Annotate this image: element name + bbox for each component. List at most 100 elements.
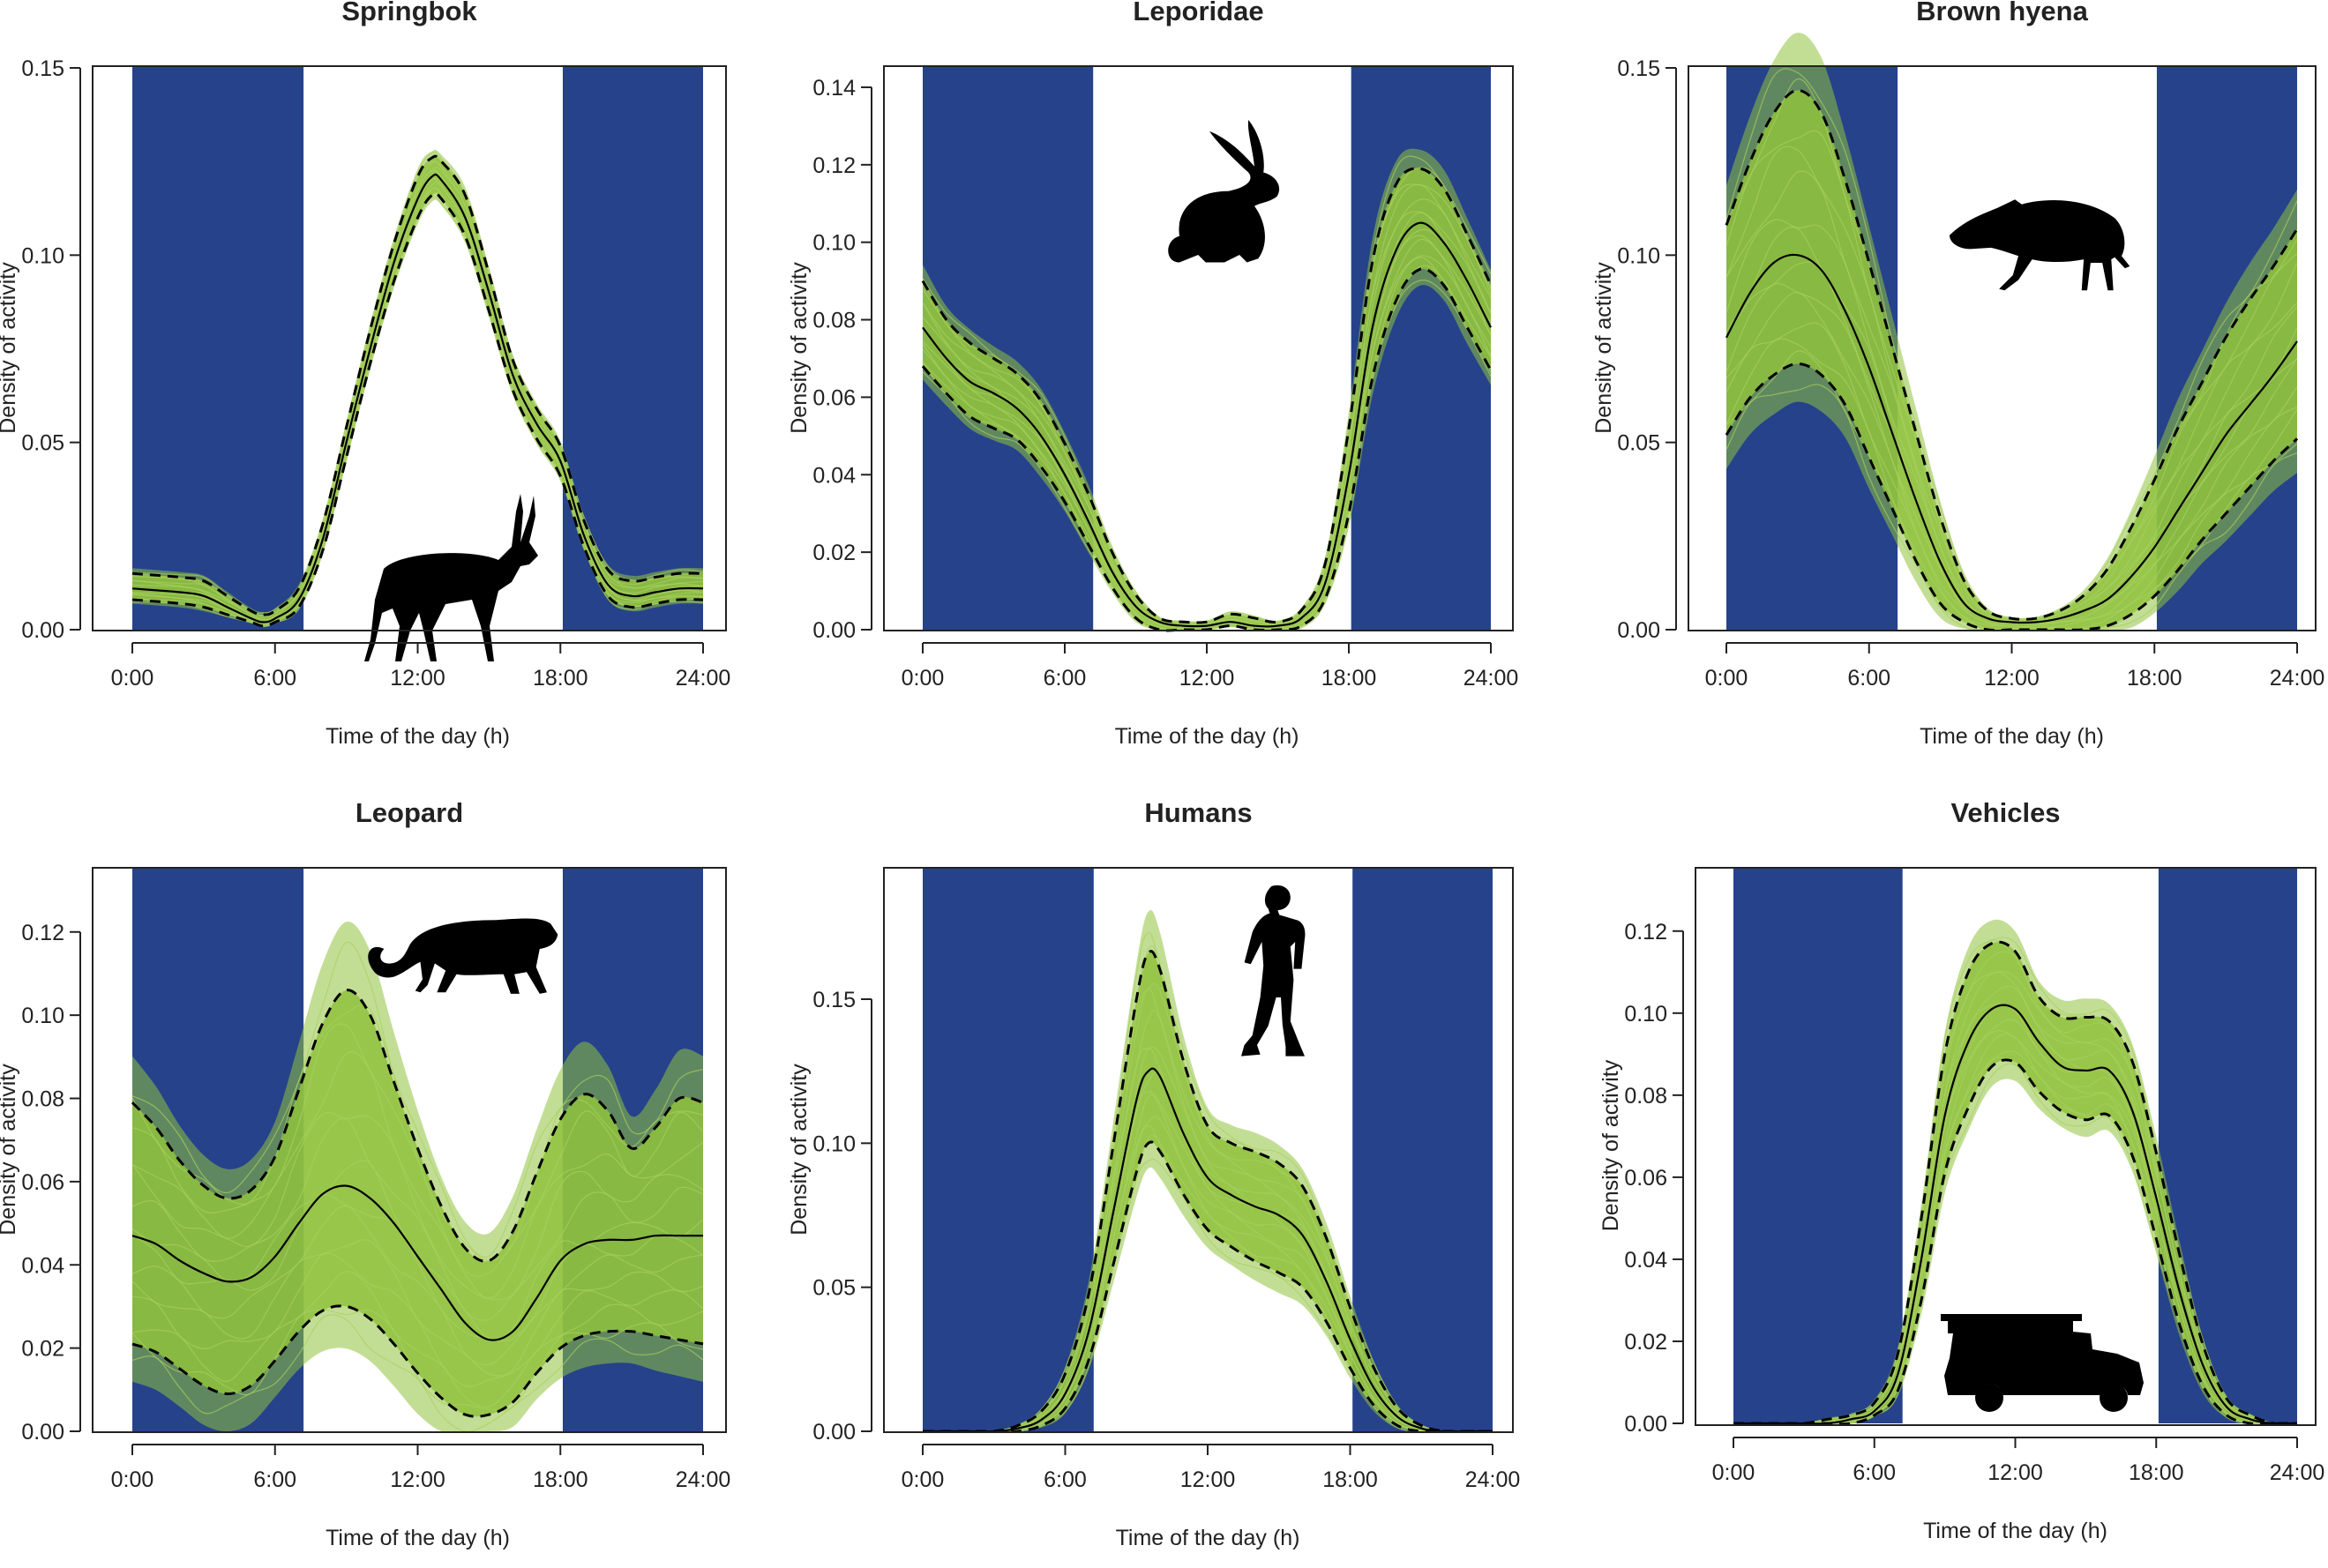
springbok-icon [364,494,538,661]
y-tick-label: 0.00 [21,618,64,643]
y-axis-label: Density of activity [1598,1059,1623,1231]
bootstrap-replicate-line [131,1051,704,1300]
x-tick-label: 6:00 [253,1467,296,1492]
bootstrap-replicate-line [131,941,704,1258]
y-tick-label: 0.15 [812,988,856,1012]
x-tick-label: 12:00 [1179,666,1235,691]
y-axis-label: Density of activity [1591,262,1616,434]
y-tick-label: 0.00 [1617,618,1660,643]
x-tick-label: 18:00 [2127,666,2182,691]
x-tick-label: 12:00 [390,666,445,691]
y-tick-label: 0.00 [812,618,856,643]
panel-title: Leopard [356,797,463,828]
lower-ci-line [921,267,1493,632]
x-tick-label: 24:00 [676,1467,731,1492]
panel-brown-hyena: 0:00 6:00 12:00 18:00 24:00 Time of the day (… [1591,0,2324,749]
mean-activity-line [923,1067,1493,1433]
bootstrap-replicate-line [922,183,1492,624]
panel-title: Springbok [341,0,477,26]
y-tick-label: 0.14 [812,76,856,101]
bootstrap-replicate-line [1733,971,2298,1425]
bootstrap-replicate-line [131,1271,704,1408]
y-axis-label: Density of activity [0,262,20,434]
bootstrap-inner-band [1726,90,2297,631]
x-tick-label: 12:00 [1984,666,2040,691]
panel-title: Brown hyena [1916,0,2088,26]
y-tick-label: 0.10 [1617,243,1660,268]
bootstrap-replicate-line [922,198,1492,625]
bootstrap-replicate-line [131,166,704,621]
y-tick-label: 0.08 [812,309,856,333]
upper-ci-line [923,950,1493,1433]
bootstrap-replicate-line [923,1094,1493,1432]
x-tick-label: 18:00 [1322,1467,1378,1492]
x-tick-label: 6:00 [1847,666,1890,691]
y-tick-label: 0.10 [21,243,64,268]
night-band [2158,868,2297,1423]
x-tick-label: 6:00 [1044,1467,1087,1492]
bootstrap-replicate-line [923,1010,1493,1432]
x-tick-label: 12:00 [390,1467,445,1492]
night-band [923,868,1094,1431]
y-tick-label: 0.12 [1624,920,1667,945]
mean-activity-line [1725,253,2298,624]
panel-title: Humans [1144,797,1252,828]
panel-leporidae: 0:00 6:00 12:00 18:00 24:00 Time of the day (… [787,0,1518,749]
x-tick-label: 12:00 [1180,1467,1236,1492]
panel-springbok: 0:00 6:00 12:00 18:00 24:00 Time of the day (… [0,0,730,749]
y-axis-label: Density of activity [787,1064,812,1236]
x-tick-label: 24:00 [1465,1467,1521,1492]
bootstrap-replicate-line [1725,146,2298,622]
x-tick-label: 0:00 [902,1467,945,1492]
y-tick-label: 0.02 [1624,1330,1667,1355]
x-tick-label: 18:00 [533,1467,588,1492]
bootstrap-replicate-line [922,238,1492,629]
plot-frame [883,65,1514,631]
bootstrap-replicate-line [131,1314,704,1432]
x-tick-label: 24:00 [1463,666,1519,691]
bootstrap-replicate-line [1733,937,2298,1425]
bootstrap-replicate-line [131,1205,704,1366]
x-tick-label: 18:00 [1321,666,1377,691]
plot-frame [883,867,1514,1433]
x-tick-label: 6:00 [1044,666,1087,691]
mean-activity-line [1733,1004,2298,1425]
bootstrap-replicate-line [131,1004,704,1261]
lower-ci-line [923,1140,1493,1433]
y-tick-label: 0.12 [21,921,64,945]
lower-ci-line [131,1304,704,1418]
bootstrap-replicate-line [131,151,704,614]
x-tick-label: 0:00 [1705,666,1748,691]
x-tick-label: 24:00 [2270,666,2325,691]
y-tick-label: 0.10 [21,1004,64,1028]
plot-frame [92,65,727,631]
bootstrap-inner-band [132,989,703,1417]
safari-vehicle-icon [1941,1314,2144,1412]
y-tick-label: 0.10 [812,1131,856,1156]
y-tick-label: 0.06 [21,1170,64,1195]
x-tick-label: 0:00 [111,666,154,691]
x-axis-label: Time of the day (h) [326,724,510,749]
y-tick-label: 0.00 [1624,1412,1667,1437]
mean-activity-line [131,173,704,623]
y-tick-label: 0.15 [21,56,64,81]
hyena-icon [1950,199,2130,291]
leopard-icon [368,918,558,994]
x-tick-label: 6:00 [253,666,296,691]
bootstrap-replicate-line [922,155,1492,623]
panel-humans: 0:00 6:00 12:00 18:00 24:00 Time of the day (… [787,797,1520,1550]
y-tick-label: 0.10 [1624,1002,1667,1027]
plot-frame [1695,867,2317,1426]
y-tick-label: 0.08 [21,1087,64,1112]
y-tick-label: 0.10 [812,231,856,256]
bootstrap-replicate-line [131,1239,704,1377]
x-tick-label: 24:00 [676,666,731,691]
bootstrap-replicate-line [1725,338,2298,631]
night-band [1352,868,1493,1431]
bootstrap-replicate-line [131,1111,704,1301]
bootstrap-replicate-line [1725,282,2298,625]
plot-frame [1688,65,2317,631]
panel-title: Leporidae [1133,0,1263,26]
y-tick-label: 0.12 [812,153,856,178]
